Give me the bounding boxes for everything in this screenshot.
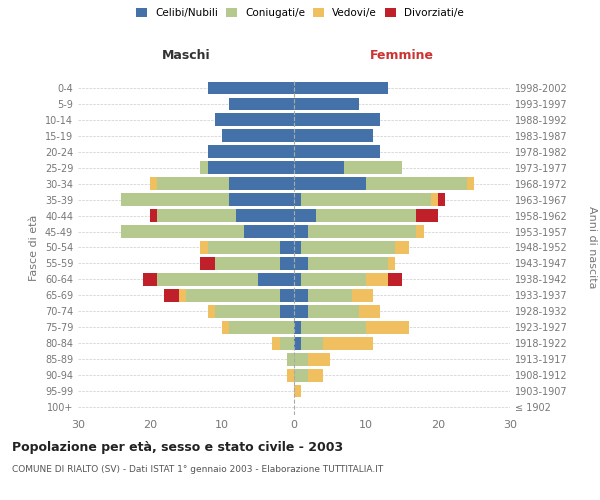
Bar: [301, 273, 366, 286]
Bar: [294, 353, 308, 366]
Text: COMUNE DI RIALTO (SV) - Dati ISTAT 1° gennaio 2003 - Elaborazione TUTTITALIA.IT: COMUNE DI RIALTO (SV) - Dati ISTAT 1° ge…: [12, 466, 383, 474]
Legend: Celibi/Nubili, Coniugati/e, Vedovi/e, Divorziati/e: Celibi/Nubili, Coniugati/e, Vedovi/e, Di…: [136, 8, 464, 18]
Bar: [294, 194, 301, 206]
Bar: [150, 209, 157, 222]
Bar: [121, 194, 229, 206]
Bar: [294, 146, 380, 158]
Bar: [294, 162, 344, 174]
Bar: [208, 82, 294, 94]
Bar: [208, 162, 294, 174]
Bar: [294, 98, 359, 110]
Bar: [179, 289, 186, 302]
Bar: [287, 368, 294, 382]
Bar: [366, 321, 409, 334]
Bar: [395, 241, 409, 254]
Bar: [157, 273, 258, 286]
Bar: [308, 305, 359, 318]
Bar: [294, 225, 308, 238]
Bar: [301, 194, 431, 206]
Bar: [308, 289, 352, 302]
Bar: [215, 114, 294, 126]
Bar: [258, 273, 294, 286]
Bar: [280, 241, 294, 254]
Bar: [294, 305, 308, 318]
Bar: [143, 273, 157, 286]
Bar: [308, 368, 323, 382]
Bar: [229, 98, 294, 110]
Bar: [301, 241, 395, 254]
Bar: [280, 337, 294, 349]
Bar: [236, 209, 294, 222]
Bar: [294, 384, 301, 398]
Bar: [388, 273, 402, 286]
Bar: [280, 257, 294, 270]
Bar: [308, 225, 416, 238]
Bar: [208, 305, 215, 318]
Bar: [244, 225, 294, 238]
Bar: [344, 162, 402, 174]
Bar: [200, 241, 208, 254]
Bar: [316, 209, 416, 222]
Bar: [200, 257, 215, 270]
Text: Popolazione per età, sesso e stato civile - 2003: Popolazione per età, sesso e stato civil…: [12, 441, 343, 454]
Bar: [157, 209, 236, 222]
Bar: [416, 209, 438, 222]
Bar: [294, 368, 308, 382]
Bar: [208, 146, 294, 158]
Bar: [229, 194, 294, 206]
Bar: [366, 273, 388, 286]
Bar: [431, 194, 438, 206]
Y-axis label: Anni di nascita: Anni di nascita: [587, 206, 597, 288]
Bar: [287, 353, 294, 366]
Bar: [294, 321, 301, 334]
Bar: [366, 178, 467, 190]
Bar: [215, 305, 280, 318]
Bar: [121, 225, 244, 238]
Bar: [294, 209, 316, 222]
Y-axis label: Fasce di età: Fasce di età: [29, 214, 39, 280]
Bar: [301, 337, 323, 349]
Bar: [150, 178, 157, 190]
Bar: [294, 114, 380, 126]
Bar: [215, 257, 280, 270]
Bar: [222, 321, 229, 334]
Bar: [272, 337, 280, 349]
Bar: [308, 353, 330, 366]
Bar: [208, 241, 280, 254]
Text: Maschi: Maschi: [161, 50, 211, 62]
Bar: [388, 257, 395, 270]
Bar: [416, 225, 424, 238]
Bar: [280, 289, 294, 302]
Bar: [467, 178, 474, 190]
Bar: [294, 82, 388, 94]
Bar: [294, 241, 301, 254]
Bar: [157, 178, 229, 190]
Bar: [294, 289, 308, 302]
Bar: [222, 130, 294, 142]
Bar: [294, 130, 373, 142]
Bar: [229, 178, 294, 190]
Bar: [308, 257, 388, 270]
Text: Femmine: Femmine: [370, 50, 434, 62]
Bar: [438, 194, 445, 206]
Bar: [280, 305, 294, 318]
Bar: [186, 289, 280, 302]
Bar: [200, 162, 208, 174]
Bar: [294, 337, 301, 349]
Bar: [164, 289, 179, 302]
Bar: [323, 337, 373, 349]
Bar: [359, 305, 380, 318]
Bar: [301, 321, 366, 334]
Bar: [352, 289, 373, 302]
Bar: [294, 178, 366, 190]
Bar: [294, 257, 308, 270]
Bar: [229, 321, 294, 334]
Bar: [294, 273, 301, 286]
